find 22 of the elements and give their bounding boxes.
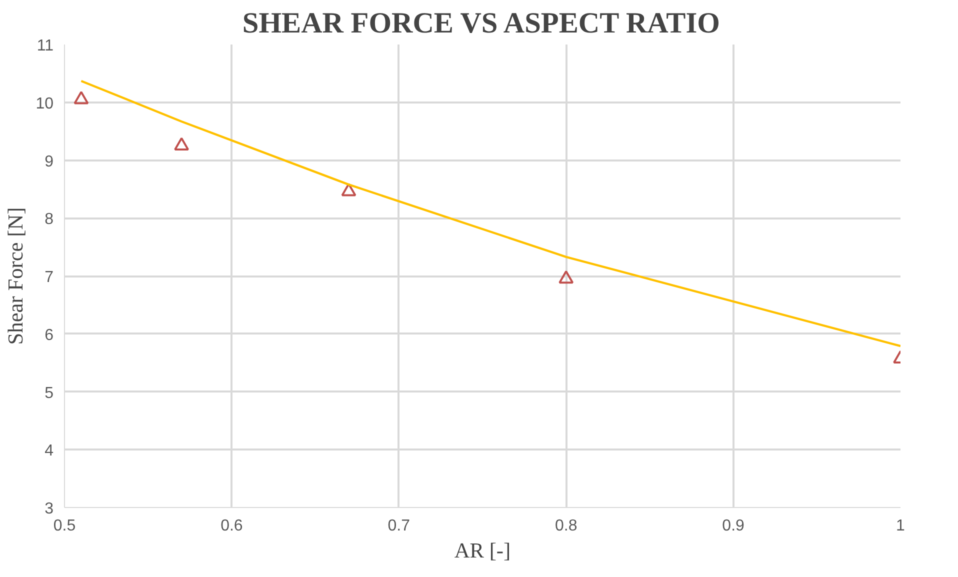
line-series <box>80 80 900 348</box>
x-tick-label: 0.5 <box>53 518 76 534</box>
point <box>174 137 190 151</box>
y-axis-title: Shear Force [N] <box>4 207 28 345</box>
y-tick-label: 9 <box>44 153 54 170</box>
y-tick-label: 3 <box>44 500 54 518</box>
x-tick-label: 0.7 <box>388 518 410 534</box>
x-tick-label: 0.6 <box>220 518 243 534</box>
y-tick-label: 10 <box>36 95 54 112</box>
x-tick-label: 0.9 <box>722 518 745 534</box>
chart-title: SHEAR FORCE VS ASPECT RATIO <box>242 8 720 40</box>
y-tick-label: 11 <box>36 38 54 54</box>
x-tick-label: 1 <box>896 518 906 534</box>
y-tick-label: 8 <box>44 211 54 228</box>
point <box>341 182 356 196</box>
y-tick-label: 5 <box>44 384 54 402</box>
y-tick-label: 6 <box>44 326 54 344</box>
y-tick-label: 4 <box>44 442 54 460</box>
y-tick-label: 7 <box>44 269 54 286</box>
x-axis-title: AR [-] <box>454 538 511 562</box>
point <box>74 90 89 104</box>
x-tick-label: 0.8 <box>554 518 578 534</box>
